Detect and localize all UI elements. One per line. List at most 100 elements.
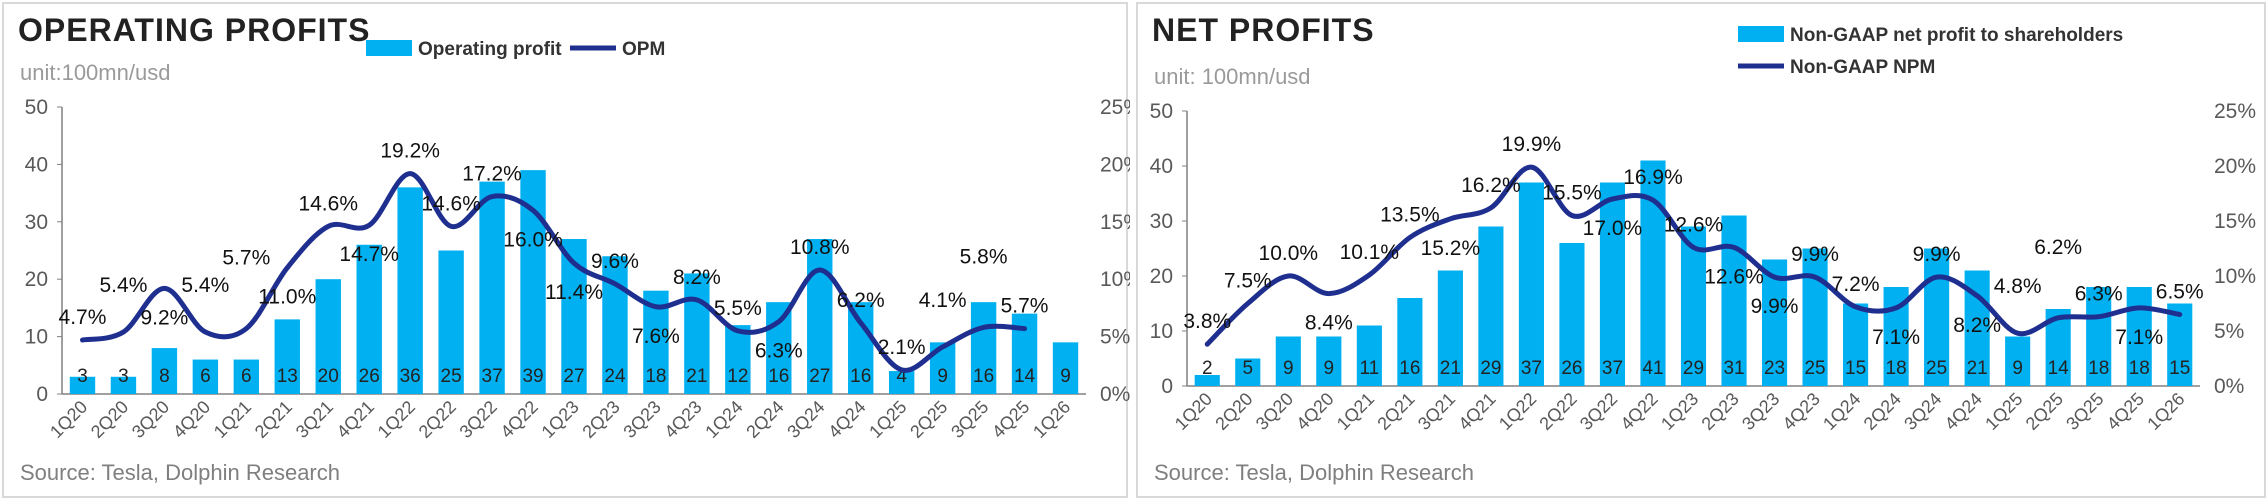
y2-tick-label: 15% <box>2214 210 2256 233</box>
x-tick-label: 1Q21 <box>1333 389 1378 434</box>
bar-value-label: 23 <box>1764 358 1785 379</box>
x-tick-label: 2Q25 <box>2022 389 2067 434</box>
legend-label: Operating profit <box>418 39 562 60</box>
line-value-label: 13.5% <box>1380 204 1440 227</box>
line-value-label: 11.4% <box>545 281 603 304</box>
y2-tick-label: 5% <box>2214 320 2244 343</box>
bar <box>1680 226 1707 386</box>
bar <box>233 359 260 394</box>
x-tick-label: 1Q24 <box>701 397 746 442</box>
bar <box>110 376 137 394</box>
bar <box>766 302 792 394</box>
bar-value-label: 3 <box>118 366 129 387</box>
y2-tick-label: 5% <box>1100 326 1130 349</box>
net-profits-panel: NET PROFITS unit: 100mn/usd 0 10 20 30 40 50 0… <box>1136 2 2266 498</box>
bar <box>1397 298 1423 386</box>
line-value-label: 6.3% <box>2075 283 2123 306</box>
x-tick-label: 4Q24 <box>1941 389 1986 434</box>
line-value-label: 7.6% <box>632 325 680 348</box>
bar <box>1437 270 1463 386</box>
line-value-label: 14.6% <box>421 192 481 215</box>
y-tick-label: 0 <box>36 383 48 406</box>
bar <box>397 187 423 394</box>
bar <box>192 359 219 394</box>
bar <box>1721 215 1747 386</box>
bar <box>1275 336 1301 386</box>
bar <box>684 273 710 394</box>
bar-value-label: 16 <box>768 366 789 387</box>
x-tick-label: 1Q25 <box>1981 389 2026 434</box>
x-tick-label: 4Q20 <box>169 397 214 442</box>
line-value-label: 17.2% <box>462 163 522 186</box>
line-value-label: 17.0% <box>1583 217 1643 240</box>
y2-tick-label: 0% <box>2214 375 2244 398</box>
x-tick-label: 4Q25 <box>2103 389 2148 434</box>
x-tick-label: 3Q21 <box>1414 389 1459 434</box>
legend-bar-swatch <box>1738 26 1784 42</box>
x-tick-label: 1Q20 <box>1171 389 1216 434</box>
line-value-label: 7.5% <box>1224 270 1272 293</box>
x-tick-label: 4Q24 <box>824 397 869 442</box>
x-tick-label: 4Q22 <box>1617 389 1662 434</box>
bar-value-label: 21 <box>1440 358 1461 379</box>
bar-value-label: 4 <box>896 366 907 387</box>
line-value-label: 6.5% <box>2156 281 2204 304</box>
bar-value-label: 37 <box>1602 358 1623 379</box>
x-tick-label: 1Q23 <box>538 397 583 442</box>
x-tick-label: 3Q24 <box>1900 389 1945 434</box>
bar <box>1559 243 1585 386</box>
line-value-label: 19.2% <box>380 140 440 163</box>
bar-value-label: 25 <box>441 366 462 387</box>
line-value-label: 9.6% <box>591 250 639 273</box>
x-tick-label: 2Q25 <box>906 397 951 442</box>
bar-value-label: 26 <box>359 366 380 387</box>
bar-value-label: 27 <box>563 366 584 387</box>
bar-value-label: 9 <box>1324 358 1335 379</box>
y2-tick-label: 0% <box>1100 383 1130 406</box>
line-value-label: 16.9% <box>1623 166 1683 189</box>
margin-line <box>79 171 1028 373</box>
x-tick-label: 3Q25 <box>947 397 992 442</box>
y-tick-label: 20 <box>1150 265 1173 288</box>
bar-value-label: 15 <box>2169 358 2190 379</box>
bar-value-label: 18 <box>645 366 666 387</box>
operating-profits-chart: 0 10 20 30 40 50 0% 5% 10% 15% 20% 25% 3 1Q20 3 2Q20 8 3Q… <box>25 39 1130 442</box>
bar-value-label: 39 <box>522 366 543 387</box>
bar-value-label: 6 <box>241 366 252 387</box>
bar-value-label: 9 <box>1283 358 1294 379</box>
bar-value-label: 16 <box>1399 358 1420 379</box>
bar-value-label: 18 <box>2129 358 2150 379</box>
bar-value-label: 25 <box>1926 358 1947 379</box>
line-value-label: 9.9% <box>1913 243 1961 266</box>
bar <box>1235 358 1261 386</box>
bar <box>479 181 505 394</box>
bar <box>2086 287 2112 386</box>
bar-value-label: 25 <box>1804 358 1825 379</box>
x-tick-label: 4Q25 <box>988 397 1033 442</box>
bar-value-label: 13 <box>277 366 298 387</box>
line-value-label: 7.1% <box>2115 326 2163 349</box>
bar <box>356 244 382 394</box>
line-value-label: 9.2% <box>140 306 188 329</box>
line-value-label: 5.4% <box>181 274 229 297</box>
line-value-label: 6.3% <box>755 340 803 363</box>
bar <box>888 371 915 394</box>
line-value-label: 10.0% <box>1259 242 1319 265</box>
source-note: Source: Tesla, Dolphin Research <box>20 460 340 485</box>
x-tick-label: 1Q26 <box>1029 397 1074 442</box>
line-value-label: 10.8% <box>790 236 850 259</box>
line-value-label: 15.2% <box>1421 237 1481 260</box>
x-tick-label: 2Q23 <box>579 397 624 442</box>
legend-label: OPM <box>622 39 665 60</box>
bar-value-label: 2 <box>1202 358 1213 379</box>
bar <box>2167 303 2193 386</box>
bar-value-label: 5 <box>1242 358 1253 379</box>
net-profits-chart: 0 10 20 30 40 50 0% 5% 10% 15% 20% 25% 2 1Q20 5 2Q20 9 3Q… <box>1150 25 2256 434</box>
y2-tick-label: 25% <box>1100 96 1130 119</box>
bar-value-label: 9 <box>2012 358 2023 379</box>
line-value-label: 4.1% <box>919 289 967 312</box>
bar-value-label: 6 <box>200 366 211 387</box>
x-tick-label: 1Q23 <box>1657 389 1702 434</box>
line-value-label: 15.5% <box>1542 182 1602 205</box>
bar-value-label: 36 <box>400 366 421 387</box>
